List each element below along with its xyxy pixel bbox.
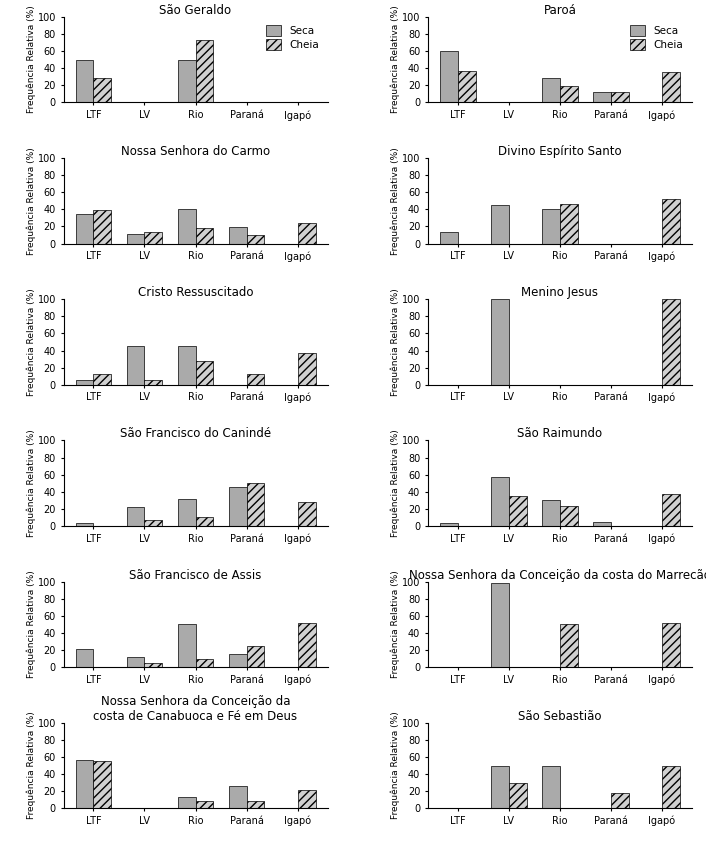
Y-axis label: Frequência Relativa (%): Frequência Relativa (%): [27, 6, 36, 114]
Bar: [542, 500, 560, 526]
Bar: [611, 92, 629, 103]
Bar: [491, 299, 509, 385]
Bar: [560, 625, 578, 667]
Bar: [246, 235, 265, 243]
Bar: [93, 78, 112, 103]
Bar: [178, 346, 196, 385]
Bar: [542, 209, 560, 243]
Y-axis label: Frequência Relativa (%): Frequência Relativa (%): [27, 711, 36, 819]
Bar: [196, 228, 213, 243]
Y-axis label: Frequência Relativa (%): Frequência Relativa (%): [391, 429, 400, 537]
Bar: [662, 765, 680, 808]
Bar: [560, 506, 578, 526]
Bar: [593, 522, 611, 526]
Y-axis label: Frequência Relativa (%): Frequência Relativa (%): [391, 6, 400, 114]
Bar: [76, 381, 93, 385]
Bar: [178, 498, 196, 526]
Bar: [178, 625, 196, 667]
Bar: [126, 234, 145, 243]
Bar: [196, 659, 213, 667]
Bar: [593, 92, 611, 103]
Bar: [229, 488, 246, 526]
Bar: [76, 215, 93, 243]
Bar: [196, 517, 213, 526]
Bar: [491, 766, 509, 808]
Bar: [246, 801, 265, 808]
Bar: [440, 51, 457, 103]
Bar: [509, 496, 527, 526]
Bar: [491, 584, 509, 667]
Title: Menino Jesus: Menino Jesus: [521, 286, 599, 299]
Bar: [145, 232, 162, 243]
Bar: [126, 346, 145, 385]
Bar: [560, 205, 578, 243]
Bar: [662, 494, 680, 526]
Bar: [509, 783, 527, 808]
Bar: [542, 766, 560, 808]
Bar: [76, 60, 93, 103]
Bar: [178, 210, 196, 243]
Bar: [145, 520, 162, 526]
Y-axis label: Frequência Relativa (%): Frequência Relativa (%): [27, 429, 36, 537]
Bar: [542, 77, 560, 103]
Bar: [246, 646, 265, 667]
Bar: [611, 793, 629, 808]
Bar: [457, 71, 476, 103]
Bar: [662, 622, 680, 667]
Y-axis label: Frequência Relativa (%): Frequência Relativa (%): [391, 288, 400, 396]
Bar: [298, 791, 316, 808]
Bar: [440, 232, 457, 243]
Bar: [560, 86, 578, 103]
Bar: [76, 523, 93, 526]
Bar: [229, 654, 246, 667]
Bar: [178, 797, 196, 808]
Bar: [298, 223, 316, 243]
Bar: [76, 649, 93, 667]
Bar: [145, 663, 162, 667]
Bar: [298, 353, 316, 385]
Bar: [246, 483, 265, 526]
Bar: [662, 72, 680, 103]
Bar: [246, 374, 265, 385]
Y-axis label: Frequência Relativa (%): Frequência Relativa (%): [391, 571, 400, 678]
Y-axis label: Frequência Relativa (%): Frequência Relativa (%): [391, 147, 400, 254]
Title: São Francisco de Assis: São Francisco de Assis: [129, 568, 262, 582]
Bar: [662, 299, 680, 385]
Bar: [93, 210, 112, 243]
Bar: [298, 622, 316, 667]
Bar: [491, 477, 509, 526]
Title: São Geraldo: São Geraldo: [160, 4, 232, 17]
Bar: [491, 205, 509, 243]
Y-axis label: Frequência Relativa (%): Frequência Relativa (%): [27, 147, 36, 254]
Bar: [229, 227, 246, 243]
Bar: [196, 802, 213, 808]
Bar: [145, 381, 162, 385]
Bar: [298, 502, 316, 526]
Y-axis label: Frequência Relativa (%): Frequência Relativa (%): [391, 711, 400, 819]
Title: Nossa Senhora da Conceição da costa do Marrecão: Nossa Senhora da Conceição da costa do M…: [409, 568, 706, 582]
Y-axis label: Frequência Relativa (%): Frequência Relativa (%): [27, 288, 36, 396]
Bar: [196, 361, 213, 385]
Bar: [126, 657, 145, 667]
Bar: [662, 199, 680, 243]
Bar: [76, 759, 93, 808]
Title: Nossa Senhora da Conceição da
costa de Canabuoca e Fé em Deus: Nossa Senhora da Conceição da costa de C…: [93, 695, 298, 722]
Bar: [229, 786, 246, 808]
Bar: [196, 40, 213, 103]
Legend: Seca, Cheia: Seca, Cheia: [263, 22, 323, 53]
Bar: [126, 507, 145, 526]
Title: São Francisco do Canindé: São Francisco do Canindé: [120, 428, 271, 440]
Title: São Sebastião: São Sebastião: [518, 710, 602, 722]
Y-axis label: Frequência Relativa (%): Frequência Relativa (%): [27, 571, 36, 678]
Bar: [440, 523, 457, 526]
Bar: [93, 761, 112, 808]
Title: São Raimundo: São Raimundo: [517, 428, 602, 440]
Bar: [93, 374, 112, 385]
Title: Paroá: Paroá: [544, 4, 576, 17]
Title: Divino Espírito Santo: Divino Espírito Santo: [498, 145, 622, 158]
Bar: [178, 60, 196, 103]
Title: Nossa Senhora do Carmo: Nossa Senhora do Carmo: [121, 145, 270, 158]
Title: Cristo Ressuscitado: Cristo Ressuscitado: [138, 286, 253, 299]
Legend: Seca, Cheia: Seca, Cheia: [627, 22, 687, 53]
